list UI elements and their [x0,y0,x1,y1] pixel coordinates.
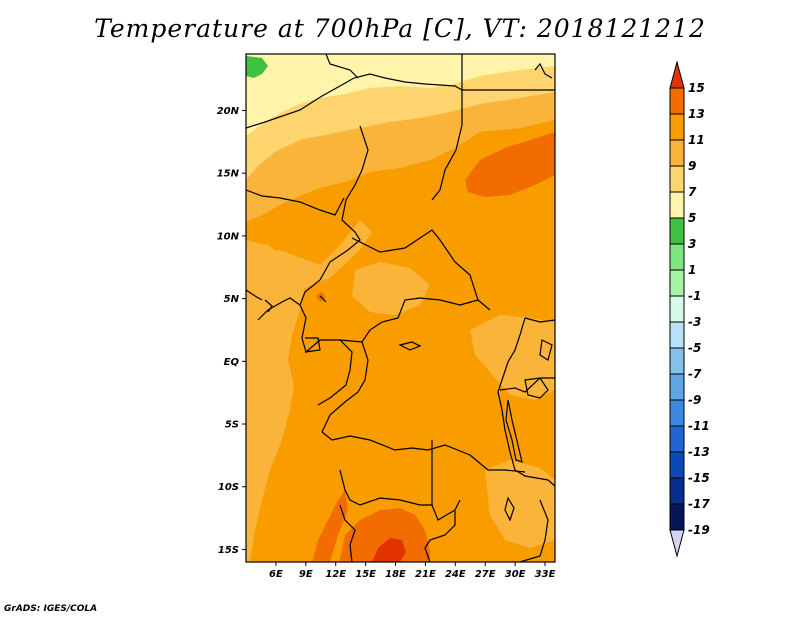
lat-tick-label: 20N [217,106,240,117]
colorbar-label: 3 [688,237,696,251]
chart-title: Temperature at 700hPa [C], VT: 201812121… [94,14,706,43]
colorbar-swatch [669,503,685,531]
band-7-9-central [352,262,430,315]
colorbar-label: 5 [688,211,696,225]
band-1-3-patch [246,56,268,78]
colorbar-label: 1 [688,263,696,277]
colorbar-label: 11 [688,133,705,147]
colorbar-label: 9 [688,159,696,173]
temperature-field [246,54,555,562]
lon-tick-label: 27E [475,569,496,580]
band-3-5-north [246,54,555,136]
colorbar-swatch [669,191,685,219]
borders [246,54,555,562]
colorbar-swatch [669,451,685,479]
colorbar-swatch [669,321,685,349]
colorbar-label: -17 [688,497,710,511]
lon-tick-label: 21E [415,569,436,580]
colorbar-label: -5 [688,341,701,355]
colorbar-swatch [669,87,685,115]
lon-tick-label: 33E [535,569,556,580]
colorbar: 15 13 11 9 7 5 3 1 -1 -3 -5 -7 -9 -11 -13 -15 -17 -19 [669,60,710,558]
band-7-9-west [246,240,305,562]
lat-tick-label: 15S [218,545,239,556]
colorbar-swatch [669,243,685,271]
colorbar-swatch [669,295,685,323]
band-13-15-south [372,538,406,562]
lon-tick-label: 12E [325,569,346,580]
colorbar-label: -15 [688,471,710,485]
colorbar-label: -1 [688,289,701,303]
colorbar-swatch [669,425,685,453]
band-7-9-east2 [485,460,555,548]
colorbar-label: -13 [688,445,710,459]
lat-tick-label: 5N [224,294,240,305]
lat-tick-label: 15N [217,169,240,180]
colorbar-label: -19 [688,523,710,537]
colorbar-swatch [669,373,685,401]
colorbar-label: 7 [688,185,697,199]
colorbar-swatch [669,347,685,375]
colorbar-swatch [669,165,685,193]
colorbar-bottom-arrow [669,529,685,558]
footer-credit: GrADS: IGES/COLA [4,604,98,614]
lon-ticks: 6E 9E 12E 15E 18E 21E 24E 27E 30E 33E [269,562,556,580]
colorbar-swatch [669,113,685,141]
lat-tick-label: 10S [218,482,239,493]
colorbar-label: -9 [688,393,701,407]
band-7-9-mid [246,220,372,290]
plot-frame [245,53,556,563]
lon-tick-label: 24E [445,569,466,580]
colorbar-swatch [669,269,685,297]
colorbar-swatch [669,399,685,427]
lon-tick-label: 9E [299,569,313,580]
band-11-13-southwest [312,490,348,562]
lat-tick-label: 5S [225,420,239,431]
colorbar-label: 13 [688,107,705,121]
lat-tick-label: 10N [217,231,240,242]
colorbar-label: -3 [688,315,701,329]
colorbar-swatch [669,477,685,505]
lon-tick-label: 18E [385,569,406,580]
colorbar-label: -7 [688,367,702,381]
lon-tick-label: 30E [505,569,526,580]
colorbar-label: 15 [688,81,705,95]
lat-tick-label: EQ [224,357,240,368]
band-11-13-northeast [465,132,555,197]
colorbar-top-arrow [669,60,685,89]
lon-tick-label: 15E [355,569,376,580]
band-11-13-south [340,508,430,562]
colorbar-swatch [669,217,685,245]
colorbar-swatch [669,139,685,167]
colorbar-label: -11 [688,419,710,433]
lat-ticks: 20N 15N 10N 5N EQ 5S 10S 15S [217,106,246,556]
lon-tick-label: 6E [269,569,283,580]
